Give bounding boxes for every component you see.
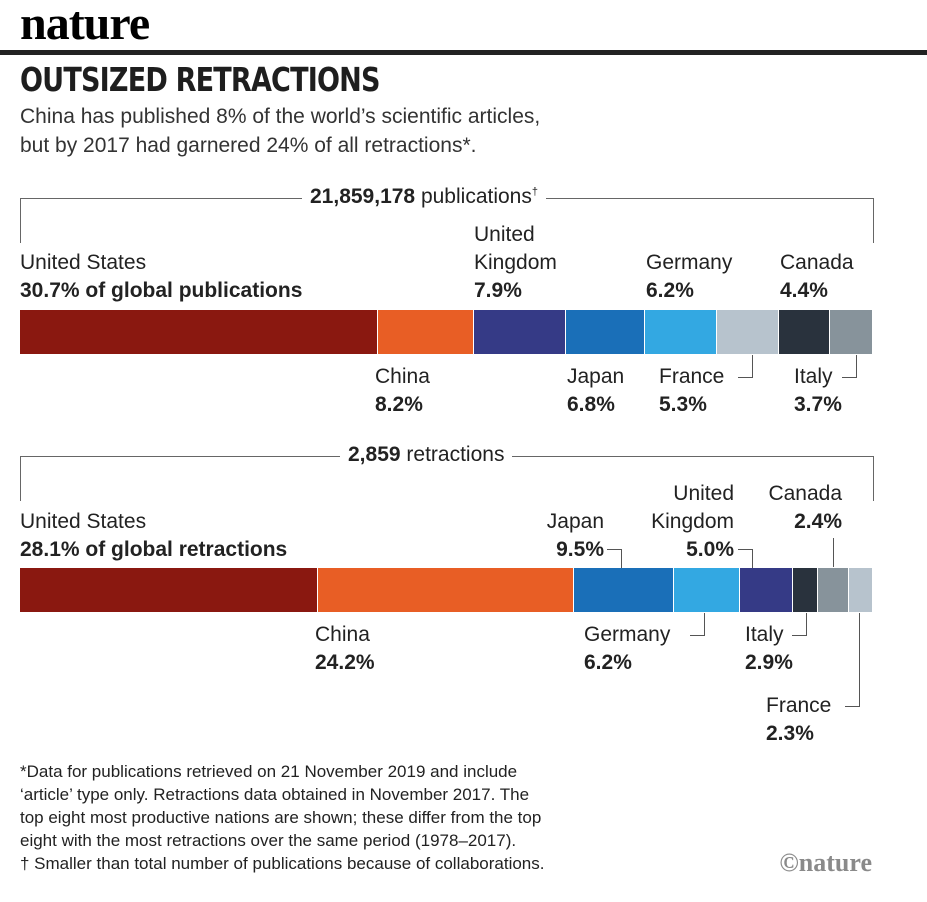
publications-total: 21,859,178 publications† <box>302 185 546 209</box>
retr-label-france: France 2.3% <box>766 692 831 748</box>
footnote-line-5: † Smaller than total number of publicati… <box>20 854 545 873</box>
pub-name-japan: Japan <box>567 365 625 388</box>
retr-leader-germany <box>690 613 705 636</box>
pub-name-us: United States <box>20 251 147 274</box>
retr-segment-united-states <box>20 568 318 612</box>
pub-name-canada: Canada <box>780 251 854 274</box>
pub-value-france: 5.3% <box>659 393 707 416</box>
subtitle: China has published 8% of the world’s sc… <box>20 102 540 160</box>
retr-value-japan: 9.5% <box>556 538 604 561</box>
pub-segment-united-kingdom <box>472 310 566 354</box>
footnote-line-2: ‘article’ type only. Retractions data ob… <box>20 785 530 804</box>
retr-label-italy: Italy 2.9% <box>745 621 793 677</box>
footnote-line-1: *Data for publications retrieved on 21 N… <box>20 762 518 781</box>
retr-name-germany: Germany <box>584 623 671 646</box>
pub-label-uk: United Kingdom 7.9% <box>474 221 594 305</box>
pub-label-france: France 5.3% <box>659 363 724 419</box>
pub-value-italy: 3.7% <box>794 393 842 416</box>
pub-name-china: China <box>375 365 430 388</box>
retr-value-us: 28.1% of global retractions <box>20 538 288 561</box>
pub-segment-germany <box>643 310 717 354</box>
pub-segment-france <box>716 310 779 354</box>
pub-value-canada: 4.4% <box>780 279 828 302</box>
pub-value-us: 30.7% of global publications <box>20 279 303 302</box>
retr-name-france: France <box>766 694 832 717</box>
retr-segment-italy <box>817 568 849 612</box>
retr-segment-germany <box>673 568 740 612</box>
retr-label-germany: Germany 6.2% <box>584 621 670 677</box>
pub-label-us: United States 30.7% of global publicatio… <box>20 249 302 305</box>
subtitle-line-2: but by 2017 had garnered 24% of all retr… <box>20 134 477 157</box>
pub-label-germany: Germany 6.2% <box>646 249 732 305</box>
brand-logo: nature <box>20 0 150 50</box>
pub-segment-canada <box>777 310 830 354</box>
pub-label-japan: Japan 6.8% <box>567 363 624 419</box>
pub-leader-italy <box>842 355 857 378</box>
footnote: *Data for publications retrieved on 21 N… <box>20 760 544 875</box>
footnote-line-4: eight with the most retractions over the… <box>20 831 517 850</box>
retr-label-japan: Japan 9.5% <box>540 508 604 564</box>
pub-value-china: 8.2% <box>375 393 423 416</box>
pub-segment-united-states <box>20 310 378 354</box>
pub-value-japan: 6.8% <box>567 393 615 416</box>
pub-label-canada: Canada 4.4% <box>780 249 854 305</box>
retr-value-canada: 2.4% <box>794 510 842 533</box>
pub-leader-france <box>738 355 753 378</box>
retr-name-us: United States <box>20 510 147 533</box>
pub-segment-japan <box>564 310 645 354</box>
retr-leader-italy <box>792 613 807 636</box>
pub-name-uk: United Kingdom <box>474 223 557 274</box>
retr-segment-france <box>847 568 873 612</box>
pub-label-italy: Italy 3.7% <box>794 363 842 419</box>
retractions-total-label: retractions <box>406 443 505 466</box>
retr-leader-canada <box>833 538 834 567</box>
retr-value-china: 24.2% <box>315 651 375 674</box>
retr-value-italy: 2.9% <box>745 651 793 674</box>
retr-leader-japan <box>607 549 622 568</box>
retr-segment-united-kingdom <box>738 568 793 612</box>
retr-segment-japan <box>572 568 674 612</box>
retr-label-china: China 24.2% <box>315 621 375 677</box>
pub-value-uk: 7.9% <box>474 279 522 302</box>
copyright-logo: ©nature <box>779 848 872 877</box>
page-title: OUTSIZED RETRACTIONS <box>20 60 380 99</box>
retr-label-canada: Canada 2.4% <box>760 480 842 536</box>
pub-name-france: France <box>659 365 725 388</box>
retr-segment-canada <box>791 568 818 612</box>
retr-value-germany: 6.2% <box>584 651 632 674</box>
pub-name-italy: Italy <box>794 365 833 388</box>
retr-leader-france <box>845 613 860 707</box>
footnote-line-3: top eight most productive nations are sh… <box>20 808 542 827</box>
retr-label-uk: United Kingdom 5.0% <box>634 480 734 564</box>
subtitle-line-1: China has published 8% of the world’s sc… <box>20 105 541 128</box>
retr-segment-china <box>317 568 574 612</box>
retr-leader-uk <box>738 549 753 568</box>
retr-name-uk: United Kingdom <box>651 482 734 533</box>
pub-segment-china <box>377 310 474 354</box>
pub-label-china: China 8.2% <box>375 363 430 419</box>
retr-name-china: China <box>315 623 370 646</box>
header-rule <box>0 50 927 55</box>
publications-total-mark: † <box>531 186 538 198</box>
retr-name-japan: Japan <box>546 510 604 533</box>
retractions-total-value: 2,859 <box>348 443 401 466</box>
pub-segment-italy <box>828 310 873 354</box>
retr-name-canada: Canada <box>768 482 842 505</box>
publications-total-value: 21,859,178 <box>310 185 416 208</box>
pub-value-germany: 6.2% <box>646 279 694 302</box>
pub-name-germany: Germany <box>646 251 733 274</box>
retr-value-france: 2.3% <box>766 722 814 745</box>
publications-total-label: publications <box>420 185 532 208</box>
retr-value-uk: 5.0% <box>686 538 734 561</box>
retr-label-us: United States 28.1% of global retraction… <box>20 508 287 564</box>
retractions-total: 2,859 retractions <box>340 443 513 467</box>
retr-name-italy: Italy <box>745 623 784 646</box>
